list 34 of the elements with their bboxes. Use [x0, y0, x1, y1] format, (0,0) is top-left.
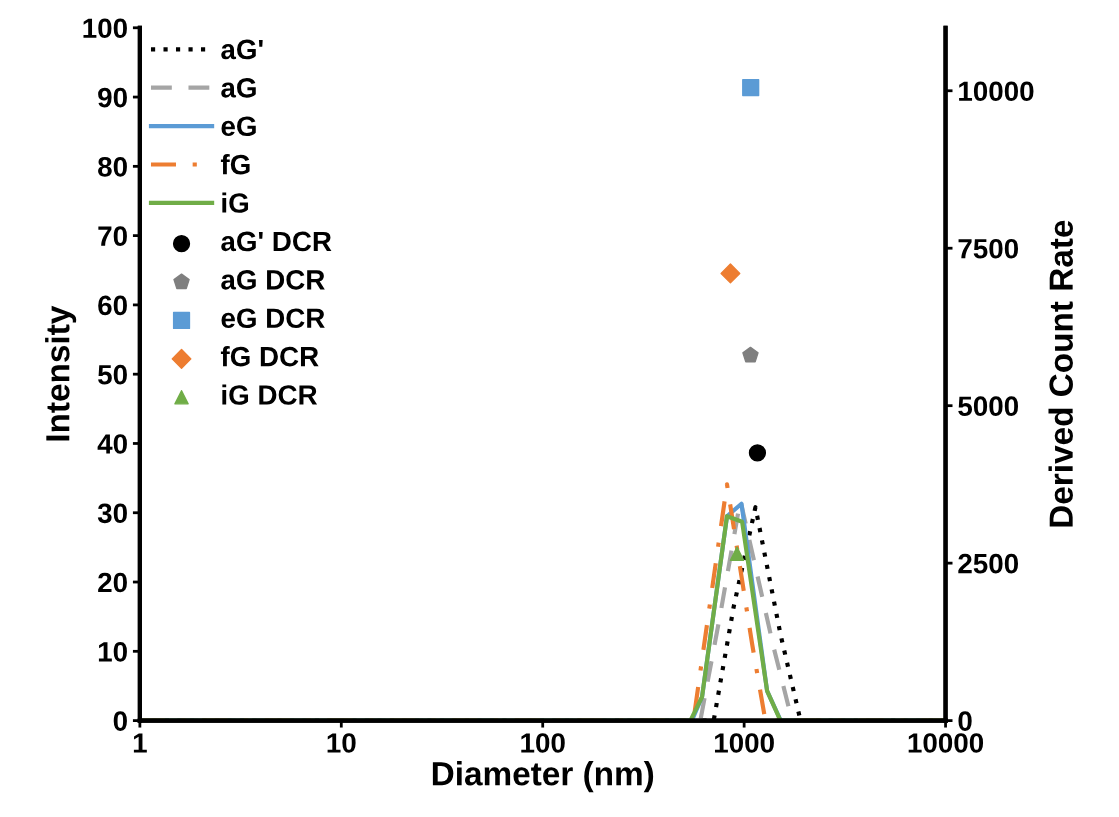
legend-label: aG'	[221, 39, 263, 60]
y-tick-label: 40	[97, 434, 127, 454]
y-tick-label: 10	[98, 641, 127, 662]
x-tick-label: 10000	[908, 733, 984, 753]
legend-label: iG	[222, 192, 249, 213]
y2-tick-label: 10000	[959, 81, 1034, 102]
legend-label: iG DCR	[222, 384, 318, 405]
legend-label: eG	[221, 116, 256, 137]
y-tick-label: 90	[98, 87, 127, 108]
x-tick-label: 100	[521, 733, 565, 753]
y2-tick-label: 5000	[958, 396, 1019, 417]
y-tick-label: 30	[97, 503, 127, 524]
y-axis-title: Intensity	[45, 305, 77, 441]
y-tick-label: 100	[83, 18, 127, 39]
legend-label: eG DCR	[221, 308, 325, 329]
y-tick-label: 50	[98, 364, 127, 385]
legend-label: aG' DCR	[221, 231, 332, 252]
y2-axis-title: Derived Count Rate	[1048, 220, 1073, 527]
y2-tick-label: 7500	[958, 238, 1019, 259]
y2-tick-label: 0	[958, 711, 972, 731]
legend-label: aG DCR	[221, 269, 325, 290]
x-tick-label: 10	[327, 733, 356, 753]
y-tick-label: 60	[98, 295, 127, 316]
y-tick-label: 70	[98, 226, 127, 246]
y-tick-label: 20	[98, 572, 127, 593]
legend-label: fG	[220, 154, 250, 175]
legend-label: fG DCR	[220, 346, 319, 367]
legend-label: aG	[221, 78, 256, 98]
y-tick-label: 80	[98, 157, 127, 177]
y2-tick-label: 2500	[958, 553, 1019, 574]
y-tick-label: 0	[113, 711, 127, 731]
x-tick-label: 1	[133, 733, 147, 753]
x-tick-label: 1000	[714, 733, 774, 753]
x-axis-title: Diameter (nm)	[432, 761, 654, 793]
